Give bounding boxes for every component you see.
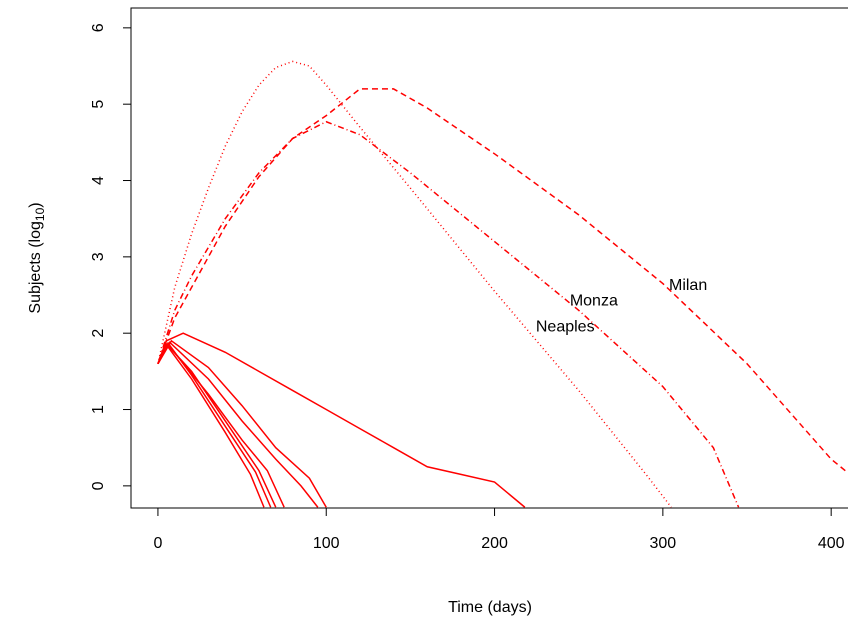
y-tick-label: 2 xyxy=(90,329,107,338)
series-line xyxy=(157,88,848,474)
series-line xyxy=(157,341,319,508)
y-tick-label: 4 xyxy=(90,176,107,185)
annotation: Neaples xyxy=(536,318,595,335)
x-tick-label: 100 xyxy=(313,535,340,552)
x-tick-label: 200 xyxy=(481,535,508,552)
annotation: Milan xyxy=(669,277,707,294)
x-tick-label: 0 xyxy=(153,535,162,552)
y-axis-label: Subjects (log10) xyxy=(27,202,47,313)
x-tick-label: 300 xyxy=(650,535,677,552)
y-axis-label-main: Subjects (log xyxy=(27,221,44,314)
series-line xyxy=(157,120,740,508)
series-line xyxy=(157,339,327,508)
annotation: Monza xyxy=(570,292,618,309)
y-tick-label: 6 xyxy=(90,23,107,32)
x-axis-label: Time (days) xyxy=(448,599,532,616)
series-line xyxy=(157,341,272,508)
series-line xyxy=(157,343,265,508)
y-tick-label: 5 xyxy=(90,100,107,109)
series-line xyxy=(157,332,526,508)
x-tick-label: 400 xyxy=(818,535,845,552)
plot-box xyxy=(130,7,848,509)
y-axis-label-end: ) xyxy=(27,202,44,207)
y-tick-label: 3 xyxy=(90,252,107,261)
y-tick-label: 0 xyxy=(90,481,107,490)
series-line xyxy=(157,60,672,508)
series-line xyxy=(157,342,277,508)
y-axis-label-sub: 10 xyxy=(33,207,47,221)
y-tick-label: 1 xyxy=(90,405,107,414)
plot-area xyxy=(157,60,848,508)
